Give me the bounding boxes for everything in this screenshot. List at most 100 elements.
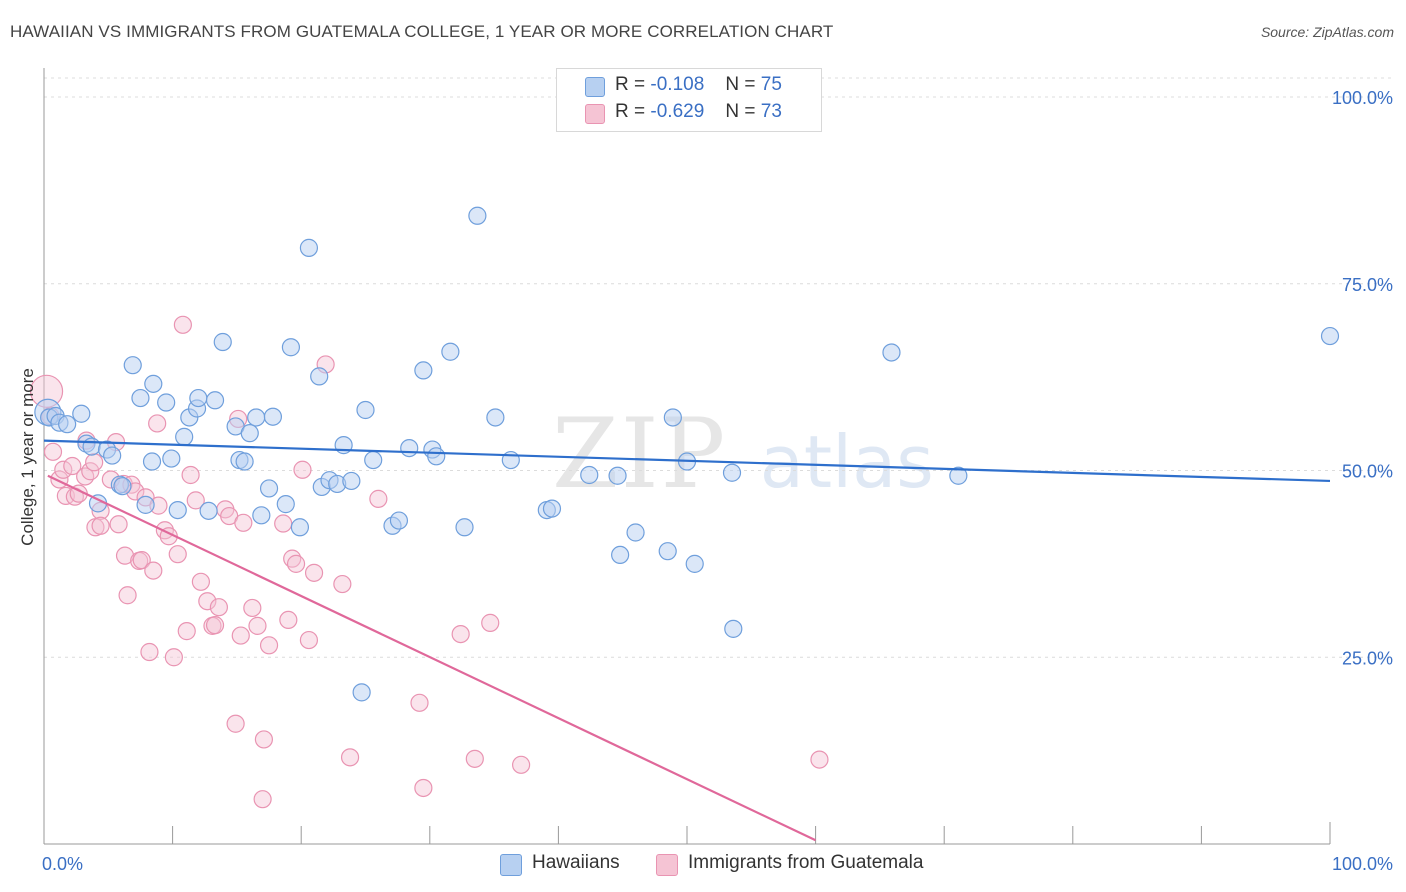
data-point-guatemala	[274, 514, 293, 533]
data-point-hawaiians	[142, 452, 162, 471]
data-point-hawaiians	[259, 479, 279, 498]
data-point-guatemala	[140, 642, 159, 662]
data-point-hawaiians	[1320, 326, 1340, 346]
data-point-hawaiians	[364, 450, 383, 470]
data-point-guatemala	[226, 714, 245, 733]
data-point-guatemala	[293, 460, 312, 479]
data-point-guatemala	[85, 453, 104, 472]
data-point-hawaiians	[542, 499, 562, 518]
swatch-hawaiians	[585, 77, 605, 97]
data-point-guatemala	[253, 790, 272, 809]
y-tick-label: 50.0%	[1342, 462, 1393, 482]
data-point-hawaiians	[213, 332, 232, 352]
y-tick-label: 100.0%	[1332, 88, 1393, 108]
data-point-hawaiians	[113, 477, 132, 496]
data-point-guatemala	[254, 730, 274, 749]
source-label: Source: ZipAtlas.com	[1260, 24, 1394, 40]
data-point-hawaiians	[103, 446, 122, 465]
data-point-hawaiians	[455, 518, 474, 537]
data-point-hawaiians	[58, 415, 77, 434]
data-point-hawaiians	[724, 619, 743, 638]
data-point-guatemala	[168, 545, 187, 564]
y-tick-label: 75.0%	[1342, 275, 1393, 295]
data-point-guatemala	[209, 598, 228, 617]
data-point-guatemala	[54, 460, 73, 479]
data-point-hawaiians	[400, 438, 419, 458]
swatch-guatemala	[656, 854, 678, 876]
data-point-hawaiians	[352, 683, 371, 702]
data-point-hawaiians	[144, 374, 163, 393]
data-point-hawaiians	[414, 361, 433, 380]
data-point-guatemala	[164, 648, 183, 667]
data-point-hawaiians	[252, 506, 271, 525]
swatch-hawaiians	[500, 854, 522, 876]
data-point-guatemala	[286, 554, 306, 573]
data-point-hawaiians	[468, 206, 487, 225]
axis-tick-labels: 100.0% 75.0% 50.0% 25.0% 0.0% 100.0%	[42, 88, 1393, 874]
data-point-guatemala	[191, 572, 210, 591]
n-label: N =	[725, 74, 756, 95]
data-point-guatemala	[132, 551, 151, 570]
data-point-guatemala	[186, 491, 205, 510]
data-point-guatemala	[279, 610, 298, 630]
n-label: N =	[725, 101, 756, 122]
watermark-zip: ZIP	[552, 398, 728, 510]
data-point-guatemala	[512, 755, 531, 774]
data-point-guatemala	[304, 563, 324, 582]
data-point-hawaiians	[611, 545, 630, 565]
data-point-hawaiians	[342, 471, 361, 491]
data-point-guatemala	[333, 574, 352, 594]
data-point-hawaiians	[276, 495, 295, 514]
data-point-guatemala	[91, 516, 110, 535]
data-point-guatemala	[410, 693, 429, 712]
data-point-hawaiians	[427, 447, 446, 466]
data-point-hawaiians	[299, 238, 319, 257]
y-axis-label: College, 1 year or more	[18, 368, 37, 546]
data-point-guatemala	[63, 456, 82, 476]
data-point-hawaiians	[685, 554, 704, 573]
data-point-guatemala	[118, 586, 137, 605]
y-tick-label: 25.0%	[1342, 648, 1393, 668]
series-hawaiians-points	[34, 206, 1340, 702]
data-point-hawaiians	[290, 518, 310, 537]
data-point-hawaiians	[131, 388, 150, 408]
axes	[43, 68, 1331, 845]
data-point-guatemala	[340, 748, 360, 767]
data-point-guatemala	[144, 561, 163, 580]
x-tick-label: 100.0%	[1332, 854, 1393, 874]
data-point-hawaiians	[72, 404, 91, 423]
data-point-hawaiians	[356, 400, 375, 420]
data-point-hawaiians	[658, 542, 677, 561]
data-point-hawaiians	[608, 466, 627, 485]
data-point-guatemala	[43, 442, 63, 461]
data-point-hawaiians	[263, 407, 283, 426]
data-point-hawaiians	[162, 449, 181, 468]
data-point-guatemala	[198, 592, 217, 611]
watermark: ZIP atlas	[552, 398, 934, 510]
data-point-guatemala	[177, 622, 196, 641]
data-point-hawaiians	[136, 495, 155, 514]
n-value-guatemala: 73	[760, 101, 782, 122]
legend-label-guatemala: Immigrants from Guatemala	[688, 852, 924, 873]
data-point-guatemala	[369, 489, 388, 508]
data-point-guatemala	[451, 624, 470, 644]
data-point-guatemala	[248, 616, 267, 635]
data-point-guatemala	[810, 750, 829, 769]
chart-title: HAWAIIAN VS IMMIGRANTS FROM GUATEMALA CO…	[10, 22, 834, 41]
data-point-hawaiians	[486, 408, 505, 427]
r-value-guatemala: -0.629	[650, 101, 705, 122]
data-point-hawaiians	[123, 356, 142, 375]
r-value-hawaiians: -0.108	[650, 74, 705, 95]
legend-label-hawaiians: Hawaiians	[532, 852, 620, 873]
data-point-guatemala	[234, 513, 253, 532]
r-label: R =	[615, 101, 646, 122]
swatch-guatemala	[585, 104, 605, 124]
data-point-hawaiians	[722, 463, 742, 482]
watermark-atlas: atlas	[759, 420, 934, 504]
data-point-guatemala	[76, 467, 95, 486]
data-point-guatemala	[299, 630, 319, 650]
data-point-hawaiians	[882, 343, 901, 362]
trend-line-hawaiians	[43, 439, 1331, 483]
stats-legend: R = -0.108 N = 75 R = -0.629 N = 73	[556, 68, 822, 132]
gridlines	[44, 77, 1395, 658]
